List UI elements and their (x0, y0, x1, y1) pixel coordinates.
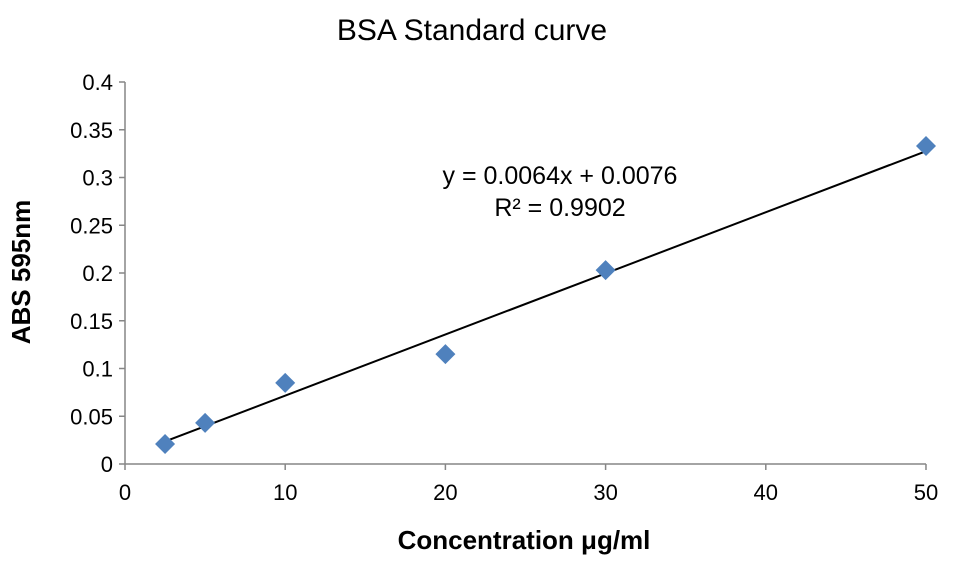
y-tick-label: 0.25 (70, 213, 113, 238)
data-point-diamond (155, 433, 176, 454)
y-tick-label: 0.3 (82, 166, 113, 191)
x-tick-label: 20 (433, 480, 457, 505)
y-tick-label: 0.2 (82, 261, 113, 286)
x-axis-title: Concentration μg/ml (398, 525, 651, 555)
data-point-diamond (275, 372, 296, 393)
x-tick-label: 50 (914, 480, 938, 505)
y-tick-label: 0.35 (70, 118, 113, 143)
data-point-diamond (195, 412, 216, 433)
data-point-diamond (595, 260, 616, 281)
x-tick-label: 10 (273, 480, 297, 505)
trendline-equation: y = 0.0064x + 0.0076 (443, 162, 678, 190)
y-tick-label: 0.05 (70, 404, 113, 429)
x-tick-label: 30 (593, 480, 617, 505)
x-tick-label: 0 (119, 480, 131, 505)
chart-title: BSA Standard curve (337, 14, 607, 47)
x-axis-ticks: 0 10 20 30 40 50 (119, 464, 938, 505)
data-points (155, 135, 936, 454)
r-squared-label: R² = 0.9902 (494, 194, 625, 222)
y-tick-label: 0.1 (82, 357, 113, 382)
y-tick-label: 0.4 (82, 70, 113, 95)
y-tick-label: 0.15 (70, 309, 113, 334)
x-tick-label: 40 (754, 480, 778, 505)
y-axis-ticks: 0 0.05 0.1 0.15 0.2 0.25 0.3 0.35 0.4 (70, 70, 125, 477)
y-axis-title: ABS 595nm (6, 200, 36, 345)
trendline (164, 150, 927, 443)
data-point-diamond (916, 135, 936, 156)
data-point-diamond (435, 344, 456, 365)
y-tick-label: 0 (101, 452, 113, 477)
